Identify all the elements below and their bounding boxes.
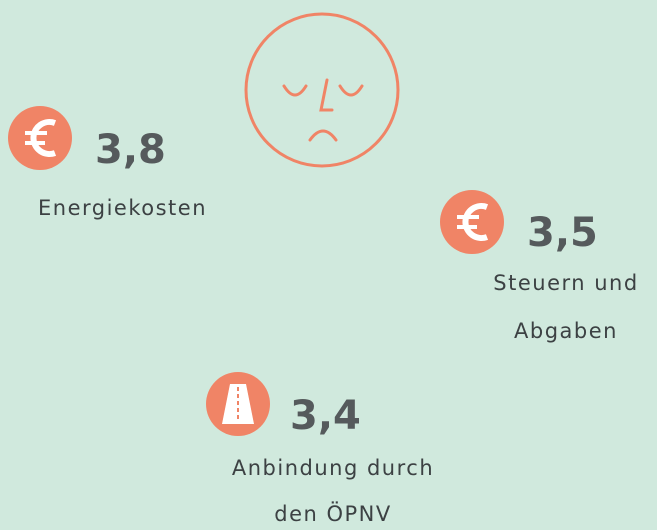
euro-icon [440,190,504,254]
label: Anbindung durch [232,456,434,480]
label: Steuern und [493,271,638,295]
value: 3,4 [290,393,361,439]
label: Energiekosten [38,196,207,220]
euro-icon [8,106,72,170]
road-icon [206,372,270,436]
value: 3,5 [527,210,598,256]
value: 3,8 [95,127,166,173]
sad-face [244,12,400,168]
label: Abgaben [514,319,618,343]
label: den ÖPNV [274,501,392,526]
